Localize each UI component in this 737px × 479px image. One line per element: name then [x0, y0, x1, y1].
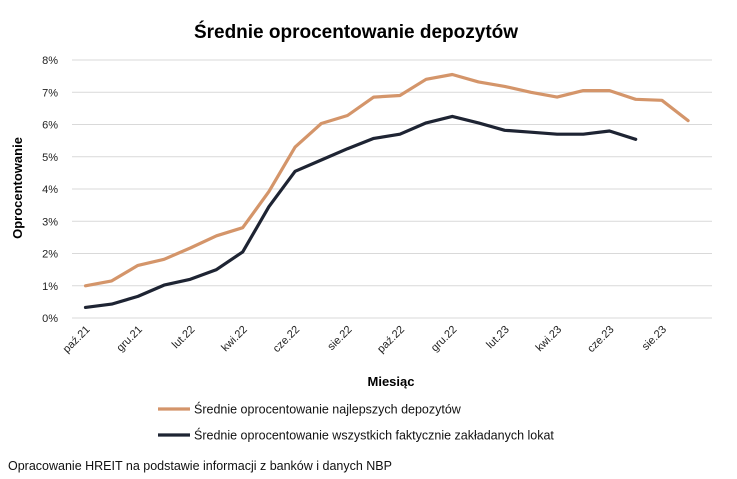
x-tick-label: paź.22	[375, 324, 407, 356]
x-tick-label: gru.21	[114, 324, 145, 355]
series-lines	[83, 72, 690, 309]
x-tick-label: cze.22	[271, 324, 302, 355]
y-axis-title: Oprocentowanie	[10, 137, 25, 239]
y-tick-label: 0%	[42, 313, 58, 325]
y-tick-label: 1%	[42, 281, 58, 293]
x-tick-label: sie.22	[325, 324, 354, 353]
gridlines	[72, 59, 712, 319]
y-tick-label: 7%	[42, 87, 58, 99]
y-tick-label: 2%	[42, 249, 58, 261]
y-tick-label: 4%	[42, 184, 58, 196]
y-tick-label: 3%	[42, 216, 58, 228]
source-note: Opracowanie HREIT na podstawie informacj…	[8, 459, 392, 473]
x-tick-label: lut.23	[484, 324, 512, 352]
y-tick-label: 6%	[42, 120, 58, 132]
y-axis-ticks: 0% 1% 2% 3% 4% 5% 6% 7% 8%	[42, 55, 58, 325]
series-line	[83, 72, 690, 288]
legend: Średnie oprocentowanie najlepszych depoz…	[158, 402, 554, 443]
x-tick-label: kwi.22	[219, 324, 250, 355]
legend-entry: Średnie oprocentowanie wszystkich faktyc…	[194, 428, 554, 443]
x-tick-label: cze.23	[585, 324, 616, 355]
x-tick-label: sie.23	[640, 324, 669, 353]
series-line	[83, 114, 638, 309]
y-tick-label: 5%	[42, 152, 58, 164]
chart-title: Średnie oprocentowanie depozytów	[194, 21, 518, 43]
x-axis-ticks: paź.21 gru.21 lut.22 kwi.22 cze.22 sie.22 paź.…	[61, 324, 669, 356]
x-axis-title: Miesiąc	[368, 374, 415, 389]
x-tick-label: lut.22	[170, 324, 198, 352]
y-tick-label: 8%	[42, 55, 58, 67]
legend-entry: Średnie oprocentowanie najlepszych depoz…	[194, 402, 462, 417]
x-tick-label: paź.21	[61, 324, 93, 356]
x-tick-label: kwi.23	[534, 324, 565, 355]
x-tick-label: gru.22	[429, 324, 460, 355]
